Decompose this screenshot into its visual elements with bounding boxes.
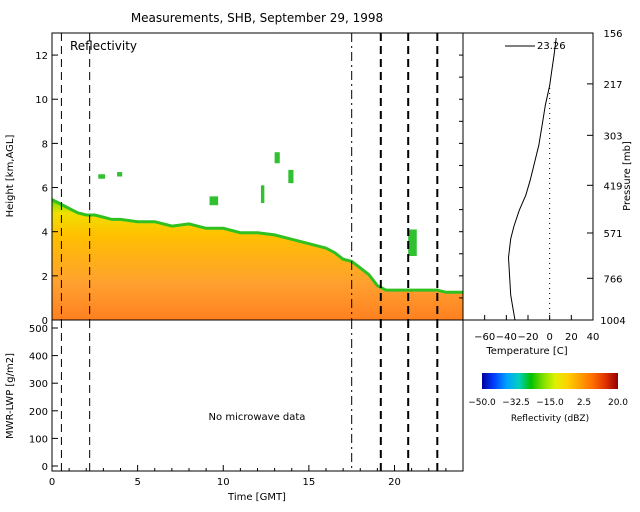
colorbar-tick-label: −15.0 [536,398,564,408]
height-axis-ticks: 0 2 4 6 8 10 12 [35,51,463,327]
time-axis-ticks: 0 5 10 15 20 [49,465,447,488]
temperature-axis-label: Temperature [C] [485,346,567,357]
colorbar-tick-label: 2.5 [577,398,591,408]
time-tick-label: 20 [388,477,401,488]
lwp-axis-label: MWR-LWP [g/m2] [5,353,16,439]
sounding-annotation: 23.26 [537,41,566,52]
height-tick-label: 8 [42,139,48,150]
height-tick-label: 10 [35,95,48,106]
isolated-echoes [98,152,417,256]
echo-area [52,198,463,320]
time-tick-label: 15 [303,477,316,488]
isolated-echo [260,185,265,203]
isolated-echo [117,172,123,177]
height-tick-label: 0 [42,316,48,327]
chart-title: Measurements, SHB, September 29, 1998 [131,11,383,25]
no-data-message: No microwave data [209,412,306,423]
temperature-tick-label: 0 [546,332,552,343]
colorbar-tick-label: −50.0 [468,398,496,408]
reflectivity-panel-label: Reflectivity [70,39,137,53]
pressure-tick-label: 303 [603,131,622,142]
pressure-axis-ticks: 156 217 303 419 571 766 1004 [587,29,626,327]
colorbar: −50.0 −32.5 −15.0 2.5 20.0 Reflectivity (dBZ… [468,373,628,424]
reflectivity-panel: 0 2 4 6 8 10 12 Reflectivity Height [km,AGL] [5,32,464,327]
isolated-echo [209,196,219,206]
colorbar-label: Reflectivity (dBZ) [511,414,589,424]
time-tick-label: 10 [217,477,230,488]
height-tick-label: 6 [42,184,48,195]
isolated-echo [274,152,280,164]
lwp-tick-label: 400 [29,352,48,363]
temperature-tick-label: −40 [496,332,517,343]
pressure-tick-label: 571 [603,229,622,240]
colorbar-gradient [482,373,618,389]
isolated-echo [98,174,106,179]
pressure-axis-label: Pressure [mb] [622,141,633,211]
height-tick-label: 12 [35,51,48,62]
pressure-tick-label: 217 [603,80,622,91]
sounding-panel: 23.26 156 217 303 419 571 766 1004 −60 −40 −20 0 2… [462,29,633,357]
lwp-tick-label: 0 [42,462,48,473]
sounding-frame [462,32,594,321]
temperature-tick-label: 20 [565,332,578,343]
time-tick-label: 0 [49,477,55,488]
colorbar-ticks: −50.0 −32.5 −15.0 2.5 20.0 [468,398,628,408]
temperature-tick-label: −20 [517,332,538,343]
time-tick-label: 5 [134,477,140,488]
pressure-tick-label: 156 [603,29,622,40]
isolated-echo [288,169,294,184]
pressure-tick-label: 1004 [600,316,625,327]
isolated-echo [408,229,417,256]
temperature-tick-label: −60 [474,332,495,343]
pressure-tick-label: 766 [603,274,622,285]
lwp-event-lines [60,320,439,471]
lwp-axis-ticks: 0 100 200 300 400 500 [29,324,58,473]
pressure-tick-label: 419 [603,181,622,192]
reflectivity-field [52,152,463,320]
echo-top-fringe [52,198,463,294]
temperature-axis-ticks: −60 −40 −20 0 20 40 [474,315,599,343]
height-tick-label: 2 [42,272,48,283]
colorbar-tick-label: −32.5 [502,398,530,408]
lwp-tick-label: 100 [29,434,48,445]
lwp-tick-label: 200 [29,407,48,418]
lwp-panel: 0 100 200 300 400 500 0 5 10 15 20 No microwave d… [5,319,464,503]
temperature-profile [507,37,557,321]
height-tick-label: 4 [42,228,48,239]
colorbar-tick-label: 20.0 [608,398,628,408]
height-axis-label: Height [km,AGL] [5,135,16,218]
temperature-tick-label: 40 [587,332,600,343]
lwp-tick-label: 300 [29,379,48,390]
lwp-tick-label: 500 [29,324,48,335]
lwp-frame [51,319,464,472]
time-axis-label: Time [GMT] [227,492,286,503]
event-lines [60,33,439,320]
